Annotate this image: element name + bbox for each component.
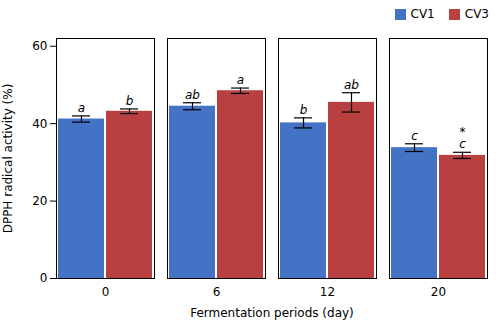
svg-text:0: 0 — [40, 271, 48, 285]
html-text:CV1: CV1 — [410, 7, 435, 21]
svg-text:*c: *c — [459, 125, 466, 151]
svg-text:40: 40 — [32, 117, 47, 131]
svg-text:Fermentation periods (day): Fermentation periods (day) — [190, 306, 354, 320]
svg-text:DPPH radical activity (%): DPPH radical activity (%) — [1, 84, 15, 234]
html-text:CV3: CV3 — [464, 7, 489, 21]
svg-text:12: 12 — [320, 285, 335, 299]
svg-text:ab: ab — [185, 88, 200, 102]
svg-text:c: c — [411, 129, 418, 143]
svg-text:6: 6 — [213, 285, 221, 299]
svg-text:a: a — [78, 101, 85, 115]
svg-text:b: b — [126, 94, 134, 108]
svg-text:60: 60 — [32, 39, 47, 53]
svg-text:20: 20 — [431, 285, 446, 299]
svg-text:20: 20 — [32, 194, 47, 208]
svg-text:b: b — [300, 103, 308, 117]
svg-text:0: 0 — [102, 285, 110, 299]
svg-text:ab: ab — [344, 78, 359, 92]
svg-text:a: a — [237, 73, 244, 87]
